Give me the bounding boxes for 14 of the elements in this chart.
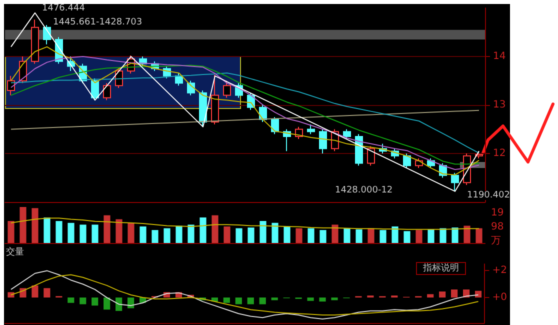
y-tick-label: +0 [492, 292, 508, 304]
text: 98 [491, 222, 504, 232]
y-tick-label: 12 [493, 148, 506, 159]
annotation: 指标说明 [422, 262, 459, 274]
annotation: 1190.402 [467, 190, 510, 200]
band-label: 1445.661-1428.703 [53, 17, 142, 28]
text: 万 [491, 236, 501, 246]
y-tick-label: +2 [492, 265, 508, 276]
annotation: 1428.000-12 [335, 186, 393, 196]
text: 交量 [6, 246, 24, 258]
y-tick-label: 13 [493, 100, 506, 110]
y-tick-label: 14 [493, 51, 506, 62]
text: 19 [491, 208, 504, 218]
annotation: 1476.444 [42, 4, 86, 14]
